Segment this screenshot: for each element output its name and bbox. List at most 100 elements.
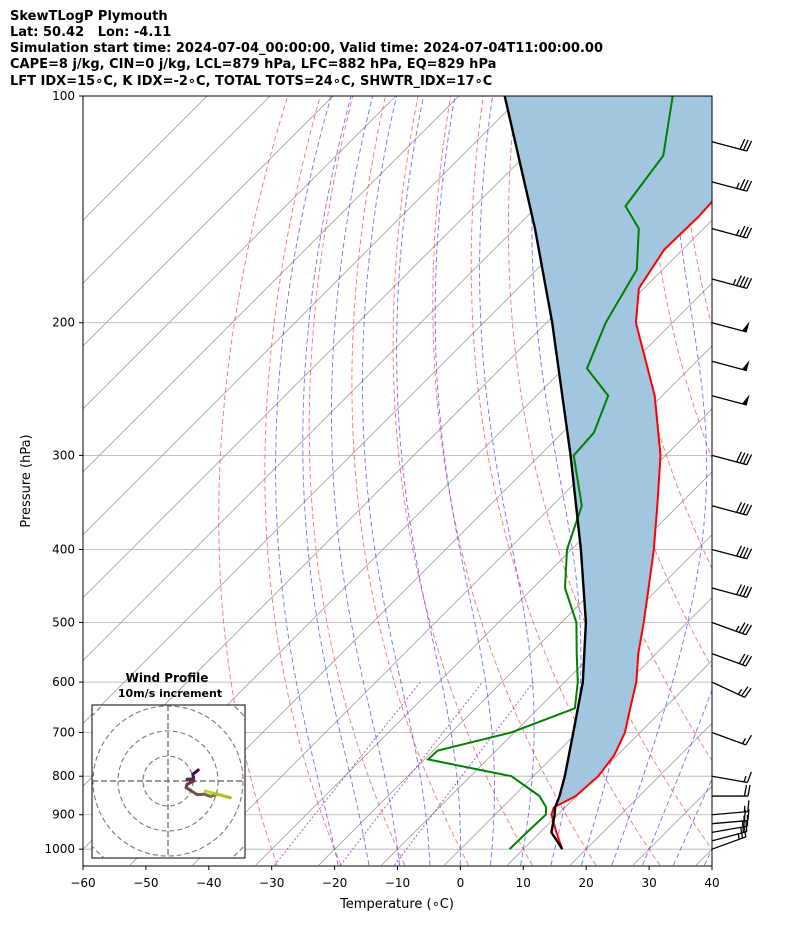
title-line-5: LFT IDX=15∘C, K IDX=-2∘C, TOTAL TOTS=24∘… [10,74,493,89]
series-dewpoint-line [425,96,674,850]
wind-barb [711,138,753,152]
wind-profile-inset: Wind Profile 10m/s increment [91,671,246,859]
isotherm-line [695,848,712,866]
x-tick-label: −40 [196,876,221,890]
x-tick-label: −50 [133,876,158,890]
isotherm-line [83,96,334,347]
dry-adiabat [645,96,712,460]
isotherm-line [255,408,712,866]
wind-barb [711,502,753,516]
y-tick-label: 500 [52,615,75,629]
isotherm-line [381,534,712,866]
wind-barb [711,451,753,466]
title-line-3: Simulation start time: 2024-07-04_00:00:… [10,41,603,56]
dry-adiabat [470,96,661,866]
title-line-4: CAPE=8 j/kg, CIN=0 j/kg, LCL=879 hPa, LF… [10,57,497,72]
hodo-segment [203,789,213,795]
isotherm-line [507,660,712,866]
dry-adiabat [351,96,469,866]
x-tick-label: 40 [704,876,719,890]
moist-adiabat [611,96,708,866]
inset-subtitle: 10m/s increment [118,687,222,700]
isotherm-line [83,96,397,410]
wind-barb [711,681,752,698]
dry-adiabat [308,96,406,866]
wind-barb [711,731,753,746]
wind-barb [711,225,753,239]
dry-adiabat [744,96,794,865]
moist-adiabat [703,848,712,866]
isotherm-line [129,282,712,866]
y-tick-label: 700 [52,726,75,740]
isotherm-line [83,96,648,661]
moist-adiabat [736,96,794,865]
wind-barb [711,653,753,667]
x-tick-label: 0 [457,876,465,890]
dry-adiabat [392,96,533,866]
axes: −60 −50 −40 −30 −20 −10 0 10 20 30 40 100 200 300 400 5… [44,89,719,890]
moist-adiabat [362,96,431,866]
isotherm-line [83,96,585,599]
dry-adiabat [507,96,712,850]
y-tick-label: 200 [52,316,75,330]
wind-barb [711,321,750,333]
wind-barb [711,359,750,372]
x-tick-label: −60 [70,876,95,890]
wind-barb [711,545,753,560]
wind-barb [711,275,753,290]
moist-adiabat [642,688,712,866]
isotherm-line [318,471,712,866]
hodo-segment [209,791,226,798]
wind-barb [712,784,751,797]
wind-barbs [711,138,753,850]
x-tick-label: −30 [259,876,284,890]
x-tick-label: −10 [385,876,410,890]
title-line-2: Lat: 50.42 Lon: -4.11 [10,25,172,40]
x-tick-label: 10 [516,876,531,890]
dry-adiabat [776,96,794,865]
moist-adiabat [302,96,370,866]
wind-barb [711,800,750,816]
y-tick-label: 800 [52,769,75,783]
moist-adiabat [275,96,339,866]
dry-adiabat [432,96,597,866]
x-tick-label: −20 [322,876,347,890]
isotherm-line [83,96,271,284]
mixing-ratio-line [394,681,534,866]
y-tick-label: 1000 [44,842,75,856]
x-axis-label: Temperature (∘C) [339,897,454,912]
isotherm-line [83,96,460,473]
title-line-1: SkewTLogP Plymouth [10,9,168,24]
profile-lines [425,96,712,850]
dry-adiabat [710,96,712,113]
cape-area [504,96,712,808]
inset-title: Wind Profile [126,671,209,685]
wind-barb [711,621,753,636]
moist-adiabat [672,777,712,866]
y-tick-label: 300 [52,448,75,462]
dry-adiabat [218,96,289,866]
wind-barb [711,178,753,192]
mixing-ratio-line [274,681,421,866]
moist-adiabat [479,96,535,866]
wind-barb [711,584,753,598]
isotherm-line [569,722,712,866]
hodo-segment [184,786,199,797]
moist-adiabat [531,96,582,866]
series-temperature-line [550,200,712,850]
y-tick-label: 100 [52,89,75,103]
x-tick-label: 20 [579,876,594,890]
x-tick-label: 30 [641,876,656,890]
isotherm-line [83,96,522,536]
series-parcel-line [503,96,588,850]
y-tick-label: 600 [52,675,75,689]
dry-adiabat [264,96,342,866]
y-tick-label: 400 [52,542,75,556]
isotherm-line [759,96,794,865]
wind-barb [711,394,750,406]
cape-fill [504,96,712,808]
y-tick-label: 900 [52,808,75,822]
moist-adiabat [331,96,400,866]
wind-barb [711,771,752,784]
